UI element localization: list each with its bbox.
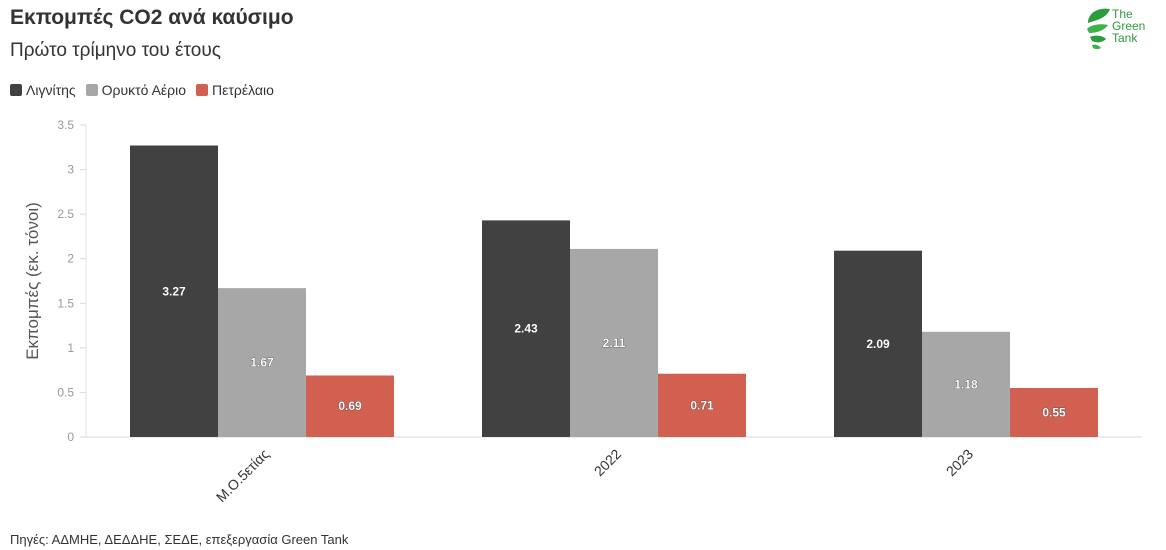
bar bbox=[922, 331, 1010, 437]
x-tick-label: 2023 bbox=[943, 446, 976, 479]
data-label: 0.69 bbox=[338, 399, 362, 413]
data-label: 2.09 bbox=[866, 337, 890, 351]
bar bbox=[1010, 387, 1098, 437]
data-label: 2.11 bbox=[603, 336, 626, 350]
y-tick-label: 3.5 bbox=[57, 118, 74, 132]
data-label: 1.18 bbox=[954, 377, 978, 391]
y-tick-label: 2 bbox=[67, 252, 74, 266]
legend-label: Λιγνίτης bbox=[26, 82, 76, 98]
bar bbox=[306, 375, 394, 437]
legend-label: Πετρέλαιο bbox=[212, 82, 274, 98]
legend-item[interactable]: Πετρέλαιο bbox=[196, 82, 274, 98]
chart-subtitle: Πρώτο τρίμηνο του έτους bbox=[10, 40, 221, 61]
y-tick-label: 0 bbox=[67, 430, 74, 444]
chart-title: Εκπομπές CO2 ανά καύσιμο bbox=[10, 6, 294, 29]
legend: Λιγνίτης Ορυκτό Αέριο Πετρέλαιο bbox=[10, 82, 284, 98]
y-tick-label: 0.5 bbox=[57, 385, 74, 399]
legend-swatch bbox=[10, 84, 22, 96]
legend-item[interactable]: Ορυκτό Αέριο bbox=[85, 82, 187, 98]
data-label: 0.55 bbox=[1042, 405, 1066, 419]
bar bbox=[482, 220, 570, 437]
leaf-icon bbox=[1087, 8, 1110, 50]
bar bbox=[834, 250, 922, 437]
y-tick-label: 1 bbox=[67, 341, 74, 355]
y-tick-label: 1.5 bbox=[57, 296, 74, 310]
data-label: 2.43 bbox=[514, 322, 538, 336]
y-tick-label: 2.5 bbox=[57, 207, 74, 221]
y-tick-label: 3 bbox=[67, 163, 74, 177]
bar bbox=[130, 145, 218, 437]
data-label: 3.27 bbox=[162, 284, 186, 298]
data-label: 0.71 bbox=[690, 398, 714, 412]
x-tick-label: 2022 bbox=[591, 446, 624, 479]
bar bbox=[658, 373, 746, 437]
y-axis-label: Εκπομπές (εκ. τόνοι) bbox=[23, 202, 42, 360]
green-tank-logo bbox=[1084, 5, 1154, 53]
legend-label: Ορυκτό Αέριο bbox=[101, 82, 187, 98]
bar bbox=[218, 288, 306, 437]
legend-item[interactable]: Λιγνίτης bbox=[10, 82, 76, 98]
logo-text-line1: The bbox=[1112, 7, 1133, 21]
legend-swatch bbox=[196, 84, 209, 96]
bar bbox=[570, 248, 658, 437]
source-note: Πηγές: ΑΔΜΗΕ, ΔΕΔΔΗΕ, ΣΕΔΕ, επεξεργασία … bbox=[10, 532, 349, 547]
x-tick-label: Μ.Ο.5ετίας bbox=[213, 446, 272, 505]
logo-text-line3: Tank bbox=[1112, 31, 1138, 45]
legend-swatch bbox=[85, 84, 98, 96]
data-label: 1.67 bbox=[250, 356, 274, 370]
logo-text: The Green Tank bbox=[1112, 8, 1145, 44]
logo-text-line2: Green bbox=[1112, 19, 1146, 33]
